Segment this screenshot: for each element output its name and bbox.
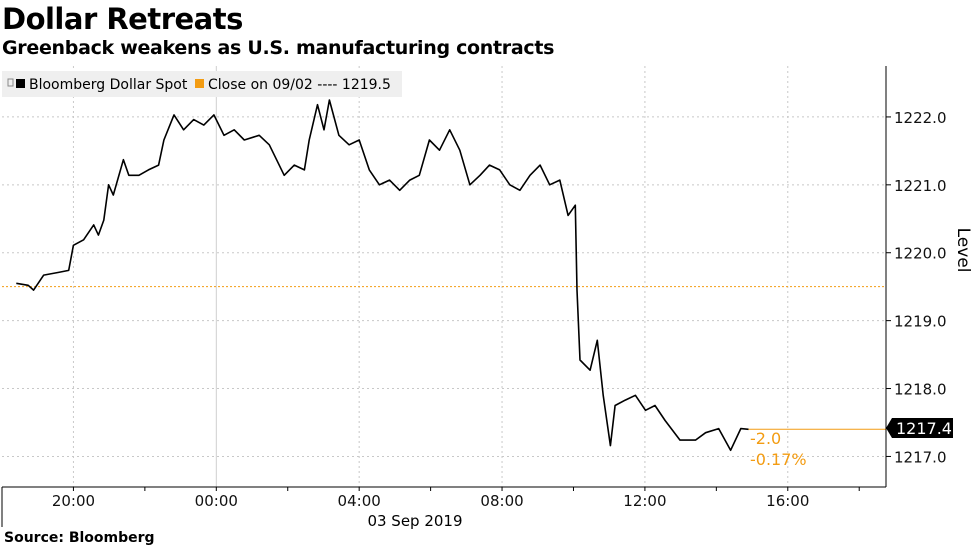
legend-label-reference: Close on 09/02 ---- 1219.5 [208,77,391,93]
x-tick-label: 12:00 [623,492,666,510]
source-note: Source: Bloomberg [4,530,155,546]
x-axis-date-label: 03 Sep 2019 [367,512,462,530]
y-tick-label: 1217.0 [894,448,947,466]
chart-subtitle: Greenback weakens as U.S. manufacturing … [2,37,555,59]
x-tick-label: 16:00 [766,492,809,510]
x-tick-label: 04:00 [338,492,381,510]
axes [1,66,891,527]
x-tick-label: 20:00 [52,492,95,510]
y-tick-label: 1221.0 [894,177,947,195]
series-line-bloomberg-dollar-spot [16,99,749,452]
legend-swatch-series [16,79,25,88]
pin-icon [7,78,14,87]
change-annotation: -2.0 [750,429,781,448]
change-pct-annotation: -0.17% [750,450,807,469]
legend: Bloomberg Dollar Spot Close on 09/02 ---… [2,71,402,97]
y-tick-label: 1220.0 [894,245,947,263]
legend-label-series: Bloomberg Dollar Spot [29,77,188,93]
last-value-badge: 1217.4 [886,418,953,438]
x-tick-label: 00:00 [195,492,238,510]
y-tick-label: 1222.0 [894,109,947,127]
last-value-label: 1217.4 [896,419,952,438]
x-tick-label: 08:00 [480,492,523,510]
tick-labels: 1217.0 1218.0 1219.0 1220.0 1221.0 1222.0 20:0… [52,109,947,510]
y-tick-label: 1219.0 [894,313,947,331]
gridlines [2,66,886,487]
y-tick-label: 1218.0 [894,381,947,399]
chart-title: Dollar Retreats [2,2,243,36]
y-axis-label: Level [953,228,973,273]
legend-swatch-reference [195,79,204,88]
